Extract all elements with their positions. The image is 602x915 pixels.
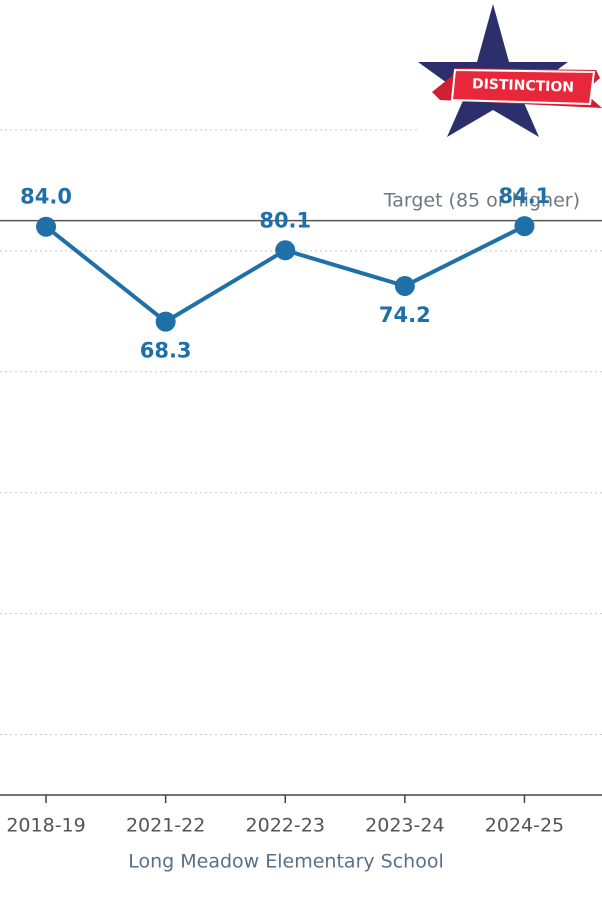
data-label: 68.3 — [140, 339, 192, 363]
distinction-badge: DISTINCTION — [418, 4, 602, 137]
data-point — [36, 216, 57, 237]
x-tick-label: 2021-22 — [126, 815, 205, 837]
data-label: 84.0 — [20, 185, 72, 209]
data-label: 84.1 — [499, 184, 551, 208]
x-tick-label: 2024-25 — [485, 815, 564, 837]
x-axis-label: Long Meadow Elementary School — [128, 851, 444, 873]
data-point — [514, 216, 535, 237]
target-label: Target (85 or higher) — [383, 190, 580, 212]
data-point — [394, 275, 415, 296]
data-label: 80.1 — [259, 208, 311, 232]
data-point — [275, 240, 296, 261]
badge-text: DISTINCTION — [472, 76, 575, 96]
badge-ribbon-band — [450, 68, 596, 106]
data-point — [155, 311, 176, 332]
x-tick-label: 2022-23 — [246, 815, 325, 837]
x-tick-label: 2023-24 — [365, 815, 444, 837]
data-label: 74.2 — [379, 303, 431, 327]
x-tick-label: 2018-19 — [6, 815, 85, 837]
